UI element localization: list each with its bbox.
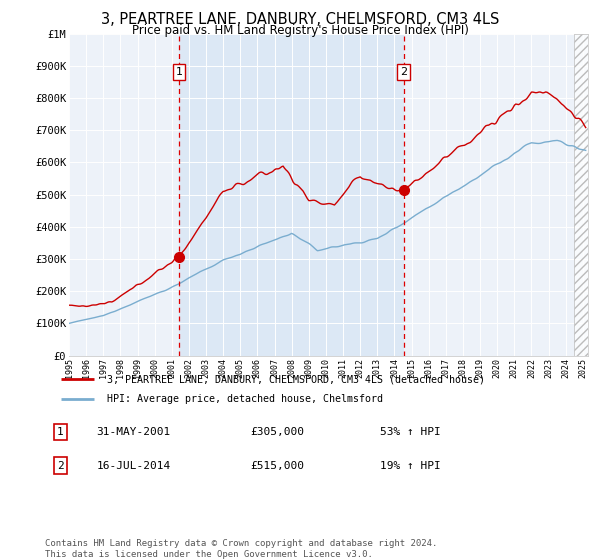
Text: 1: 1 <box>57 427 64 437</box>
Text: £515,000: £515,000 <box>250 460 304 470</box>
Bar <box>179 34 404 356</box>
Text: Price paid vs. HM Land Registry's House Price Index (HPI): Price paid vs. HM Land Registry's House … <box>131 24 469 36</box>
Text: HPI: Average price, detached house, Chelmsford: HPI: Average price, detached house, Chel… <box>107 394 383 404</box>
Text: 3, PEARTREE LANE, DANBURY, CHELMSFORD, CM3 4LS (detached house): 3, PEARTREE LANE, DANBURY, CHELMSFORD, C… <box>107 374 485 384</box>
Text: 19% ↑ HPI: 19% ↑ HPI <box>380 460 440 470</box>
Text: Contains HM Land Registry data © Crown copyright and database right 2024.
This d: Contains HM Land Registry data © Crown c… <box>45 539 437 559</box>
Text: 53% ↑ HPI: 53% ↑ HPI <box>380 427 440 437</box>
Text: 2: 2 <box>57 460 64 470</box>
Text: 3, PEARTREE LANE, DANBURY, CHELMSFORD, CM3 4LS: 3, PEARTREE LANE, DANBURY, CHELMSFORD, C… <box>101 12 499 27</box>
Text: 2: 2 <box>400 67 407 77</box>
Bar <box>574 34 592 356</box>
Text: £305,000: £305,000 <box>250 427 304 437</box>
Text: 31-MAY-2001: 31-MAY-2001 <box>96 427 170 437</box>
Text: 1: 1 <box>175 67 182 77</box>
Text: 16-JUL-2014: 16-JUL-2014 <box>96 460 170 470</box>
Bar <box>574 34 592 356</box>
